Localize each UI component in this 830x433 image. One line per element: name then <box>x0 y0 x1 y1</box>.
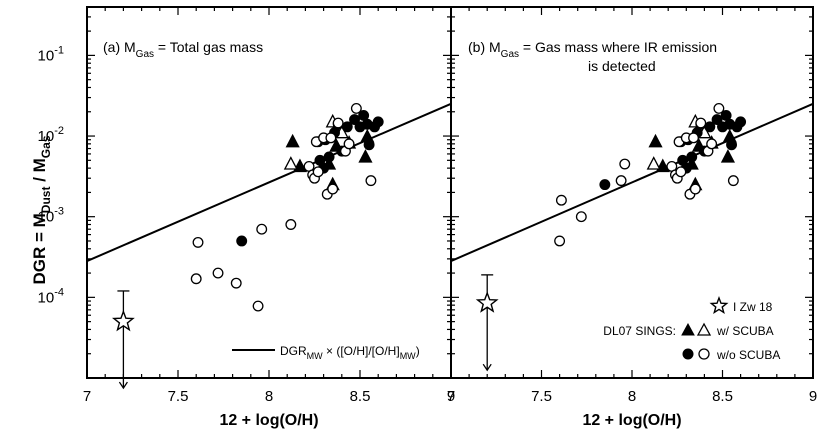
legend-line-label: DGRMW × ([O/H]/[O/H]MW) <box>280 344 420 361</box>
data-point <box>686 151 698 163</box>
x-tick-label: 7 <box>83 388 91 405</box>
panel-a-x-tick-labels: 7 7.5 8 8.5 9 <box>83 388 455 405</box>
x-tick-label: 7.5 <box>168 388 189 405</box>
data-point <box>323 151 335 163</box>
panel-a-trend-line <box>86 102 452 262</box>
panel-b-label: (b) MGas = Gas mass where IR emission <box>468 39 717 60</box>
data-point <box>341 121 353 133</box>
panel-b-label-line2: is detected <box>588 58 656 74</box>
panel-b-markers <box>554 102 747 247</box>
legend-filled-circle-icon <box>682 348 694 360</box>
data-point <box>727 175 739 187</box>
data-point <box>688 132 699 144</box>
data-point <box>689 183 701 195</box>
x-tick-label: 8 <box>265 388 273 405</box>
panel-a: 10-1 10-2 10-3 10-4 7 7.5 8 8.5 9 (a) MGas = To… <box>38 6 455 405</box>
data-point <box>704 121 716 133</box>
data-point <box>648 133 663 148</box>
x-tick-label: 8.5 <box>350 388 371 405</box>
data-point <box>726 139 738 151</box>
panel-b-x-tick-labels: 7 7.5 8 8.5 9 <box>447 388 817 405</box>
panel-a-x-axis-title: 12 + log(O/H) <box>219 412 318 429</box>
data-point <box>619 158 631 170</box>
data-point <box>314 154 326 166</box>
data-point <box>343 138 355 150</box>
panel-a-label: (a) MGas = Total gas mass <box>103 39 263 60</box>
x-tick-label: 7 <box>447 388 455 405</box>
data-point <box>695 117 707 129</box>
data-point <box>252 300 264 312</box>
panel-b-ticks <box>450 7 814 379</box>
data-point <box>212 267 224 279</box>
izw18-arrow-icon <box>118 381 128 390</box>
data-point <box>365 175 377 187</box>
x-tick-label: 7.5 <box>531 388 552 405</box>
data-point <box>735 116 747 128</box>
data-point <box>372 116 384 128</box>
panel-b-izw18 <box>475 274 499 372</box>
legend-scuba-label: w/ SCUBA <box>716 324 774 338</box>
panel-b-trend-line <box>450 102 814 262</box>
data-point <box>554 235 566 247</box>
y-tick-label: 10-2 <box>38 125 64 145</box>
data-point <box>706 138 718 150</box>
data-point <box>283 156 298 170</box>
izw18-star-icon <box>475 291 499 313</box>
data-point <box>285 133 300 148</box>
legend-filled-triangle-icon <box>681 322 695 336</box>
panel-b: 7 7.5 8 8.5 9 (b) MGas = Gas mass where IR e… <box>447 6 817 405</box>
data-point <box>711 114 723 126</box>
data-point <box>256 223 268 235</box>
data-point <box>677 154 689 166</box>
x-tick-label: 9 <box>809 388 817 405</box>
panel-a-izw18 <box>111 290 135 390</box>
panel-a-ticks <box>86 7 452 379</box>
data-point <box>363 139 375 151</box>
panel-a-frame <box>86 6 452 379</box>
data-point <box>230 277 242 289</box>
data-point <box>325 132 337 144</box>
data-point <box>332 117 344 129</box>
legend-star-icon <box>709 296 729 315</box>
y-axis-title: DGR = MDust / MGas <box>30 135 53 284</box>
panel-a-markers <box>190 102 384 312</box>
panel-b-x-axis-title: 12 + log(O/H) <box>582 412 681 429</box>
legend-open-triangle-icon <box>696 322 712 336</box>
data-point <box>327 183 339 195</box>
panel-b-legend: I Zw 18 DL07 SINGS: w/ SCUBA w/o SCUBA <box>603 296 780 362</box>
x-tick-label: 8.5 <box>712 388 733 405</box>
data-point <box>192 236 204 248</box>
data-point <box>720 149 736 163</box>
izw18-arrow-icon <box>482 363 492 372</box>
data-point <box>358 149 373 163</box>
data-point <box>675 166 687 178</box>
legend-sings-label: DL07 SINGS: <box>603 324 676 338</box>
data-point <box>599 179 611 191</box>
data-point <box>713 102 725 114</box>
izw18-star-icon <box>111 309 135 332</box>
data-point <box>190 273 202 285</box>
data-point <box>575 211 587 223</box>
y-tick-label: 10-1 <box>38 44 64 64</box>
panel-a-legend: DGRMW × ([O/H]/[O/H]MW) <box>232 344 420 361</box>
legend-noscuba-label: w/o SCUBA <box>716 348 780 362</box>
data-point <box>312 166 324 178</box>
data-point <box>646 156 661 170</box>
x-tick-label: 9 <box>447 388 455 405</box>
legend-izw18-label: I Zw 18 <box>733 300 773 314</box>
y-tick-label: 10-4 <box>38 286 64 306</box>
data-point <box>615 175 627 187</box>
data-point <box>555 194 567 206</box>
data-point <box>349 114 360 126</box>
x-tick-label: 8 <box>628 388 636 405</box>
y-tick-label: 10-3 <box>38 206 64 226</box>
data-point <box>236 235 248 247</box>
y-tick-labels: 10-1 10-2 10-3 10-4 <box>38 44 64 306</box>
legend-open-circle-icon <box>698 348 710 360</box>
data-point <box>285 219 297 230</box>
data-point <box>350 102 362 114</box>
